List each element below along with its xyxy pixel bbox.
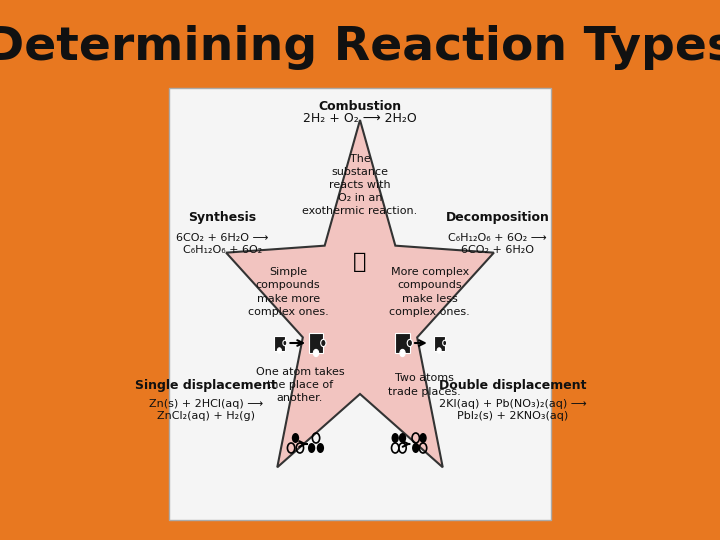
Circle shape <box>320 340 326 347</box>
Polygon shape <box>226 120 494 467</box>
Text: Zn(s) + 2HCl(aq) ⟶
ZnCl₂(aq) + H₂(g): Zn(s) + 2HCl(aq) ⟶ ZnCl₂(aq) + H₂(g) <box>149 399 264 421</box>
Text: Two atoms
trade places.: Two atoms trade places. <box>388 373 461 396</box>
Bar <box>395 333 410 353</box>
Text: Decomposition: Decomposition <box>446 212 550 225</box>
Text: One atom takes
the place of
another.: One atom takes the place of another. <box>256 367 344 403</box>
Text: 6CO₂ + 6H₂O ⟶
C₆H₁₂O₆ + 6O₂: 6CO₂ + 6H₂O ⟶ C₆H₁₂O₆ + 6O₂ <box>176 233 269 255</box>
Text: Single displacement: Single displacement <box>135 379 277 392</box>
Circle shape <box>292 433 299 443</box>
Circle shape <box>412 443 419 453</box>
Text: Simple
compounds
make more
complex ones.: Simple compounds make more complex ones. <box>248 267 328 317</box>
Circle shape <box>308 443 315 453</box>
Bar <box>274 335 285 350</box>
Circle shape <box>400 349 405 356</box>
Circle shape <box>419 433 427 443</box>
Circle shape <box>392 433 399 443</box>
Text: C₆H₁₂O₆ + 6O₂ ⟶
6CO₂ + 6H₂O: C₆H₁₂O₆ + 6O₂ ⟶ 6CO₂ + 6H₂O <box>449 233 547 255</box>
Text: Combustion: Combustion <box>318 99 402 112</box>
Circle shape <box>399 433 406 443</box>
Circle shape <box>437 348 441 353</box>
Bar <box>309 333 323 353</box>
Text: 2H₂ + O₂ ⟶ 2H₂O: 2H₂ + O₂ ⟶ 2H₂O <box>303 111 417 125</box>
Text: Synthesis: Synthesis <box>188 212 256 225</box>
Circle shape <box>313 349 319 356</box>
Circle shape <box>283 340 287 346</box>
Text: 🔥: 🔥 <box>354 252 366 272</box>
FancyBboxPatch shape <box>169 88 551 520</box>
Text: Double displacement: Double displacement <box>438 379 586 392</box>
Text: More complex
compounds
make less
complex ones.: More complex compounds make less complex… <box>390 267 470 317</box>
Circle shape <box>443 340 446 346</box>
Circle shape <box>408 340 413 347</box>
Circle shape <box>317 443 324 453</box>
Text: 2KI(aq) + Pb(NO₃)₂(aq) ⟶
PbI₂(s) + 2KNO₃(aq): 2KI(aq) + Pb(NO₃)₂(aq) ⟶ PbI₂(s) + 2KNO₃… <box>438 399 586 421</box>
Text: Determining Reaction Types: Determining Reaction Types <box>0 25 720 71</box>
Bar <box>433 335 445 350</box>
Text: The
substance
reacts with
O₂ in an
exothermic reaction.: The substance reacts with O₂ in an exoth… <box>302 153 418 217</box>
Circle shape <box>277 348 282 353</box>
